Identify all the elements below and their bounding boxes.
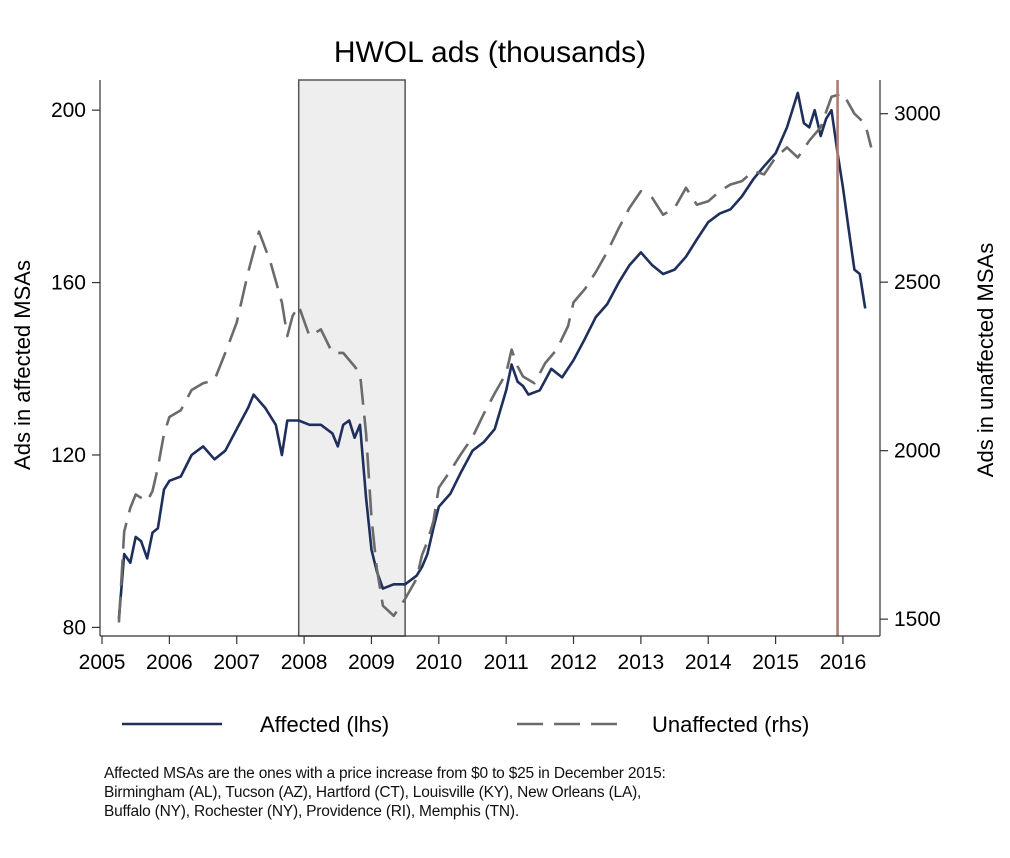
chart-title: HWOL ads (thousands) xyxy=(334,36,646,69)
x-tick-label: 2013 xyxy=(618,651,665,674)
series-line-affected xyxy=(117,91,867,619)
x-tick-label: 2005 xyxy=(79,651,126,674)
legend-unaffected-label: Unaffected (rhs) xyxy=(652,712,809,737)
axes: 2005 2006 2007 2008 2009 2010 2011 2012 2013 2014… xyxy=(51,80,941,674)
series-line-unaffected xyxy=(117,92,873,623)
y-left-tick-label: 120 xyxy=(51,444,86,467)
footnote-line: Affected MSAs are the ones with a price … xyxy=(104,765,666,782)
y-left-tick-label: 200 xyxy=(51,99,86,122)
x-tick-label: 2012 xyxy=(550,651,597,674)
y-axis-left-label: Ads in affected MSAs xyxy=(10,260,35,470)
plot-area xyxy=(117,79,873,637)
x-tick-label: 2006 xyxy=(146,651,193,674)
chart: HWOL ads (thousands) 2005 2006 2007 2008 200… xyxy=(10,36,998,737)
footnote: Affected MSAs are the ones with a price … xyxy=(104,764,964,821)
footnote-line: Buffalo (NY), Rochester (NY), Providence… xyxy=(104,803,519,820)
x-tick-label: 2015 xyxy=(752,651,799,674)
y-right-tick-label: 1500 xyxy=(894,608,941,631)
legend-affected-label: Affected (lhs) xyxy=(260,712,389,737)
y-left-tick-label: 80 xyxy=(63,616,86,639)
x-tick-label: 2009 xyxy=(348,651,395,674)
y-right-tick-label: 2000 xyxy=(894,440,941,463)
x-tick-label: 2008 xyxy=(281,651,328,674)
y-right-tick-label: 3000 xyxy=(894,103,941,126)
x-tick-label: 2016 xyxy=(820,651,867,674)
x-tick-label: 2011 xyxy=(484,651,529,674)
y-left-tick-label: 160 xyxy=(51,272,86,295)
footnote-line: Birmingham (AL), Tucson (AZ), Hartford (… xyxy=(104,784,642,801)
x-tick-label: 2014 xyxy=(685,651,732,674)
legend: Affected (lhs) Unaffected (rhs) xyxy=(122,712,809,737)
y-axis-right-label: Ads in unaffected MSAs xyxy=(973,243,998,477)
x-tick-label: 2007 xyxy=(213,651,260,674)
y-right-tick-label: 2500 xyxy=(894,271,941,294)
shaded-region xyxy=(297,79,406,637)
x-tick-label: 2010 xyxy=(415,651,462,674)
